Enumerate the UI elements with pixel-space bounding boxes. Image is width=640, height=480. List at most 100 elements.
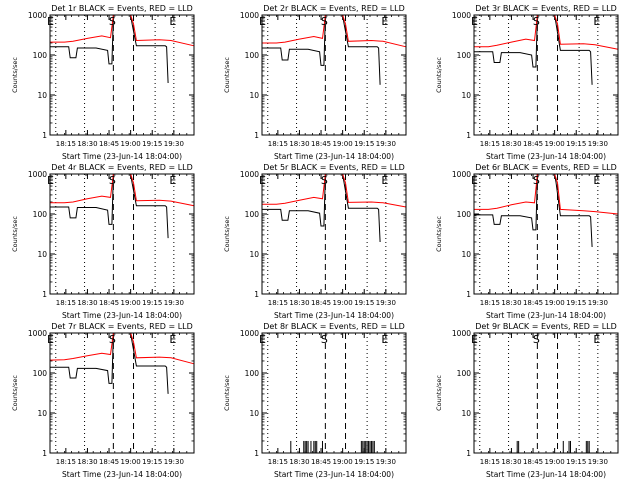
plot-frame	[261, 14, 407, 136]
y-tick-label: 1000	[28, 170, 47, 179]
plot-frame	[49, 14, 195, 136]
y-tick-label: 1000	[452, 170, 471, 179]
x-tick-label: 19:00	[545, 140, 565, 148]
x-tick-label: 18:30	[501, 458, 521, 466]
x-tick-label: 18:30	[501, 140, 521, 148]
x-axis-label: Start Time (23-Jun-14 18:04:00)	[274, 152, 394, 161]
panel-title: Det 4r BLACK = Events, RED = LLD	[51, 163, 193, 172]
x-tick-label: 18:45	[523, 299, 543, 307]
y-tick-label: 10	[461, 91, 471, 100]
panel-title: Det 3r BLACK = Events, RED = LLD	[475, 4, 617, 13]
x-tick-label: 18:30	[77, 299, 97, 307]
x-tick-label: 18:45	[311, 140, 331, 148]
interval-marker-s: S	[533, 15, 540, 28]
plot-frame	[473, 173, 619, 295]
y-axis-label: Counts/sec	[435, 57, 443, 93]
interval-marker-s: S	[109, 333, 116, 346]
x-tick-label: 19:15	[354, 458, 374, 466]
panel-det-7: Det 7r BLACK = Events, RED = LLD Start Ti…	[11, 322, 195, 479]
x-axis-label: Start Time (23-Jun-14 18:04:00)	[274, 470, 394, 479]
panel-title: Det 5r BLACK = Events, RED = LLD	[263, 163, 405, 172]
y-tick-label: 1	[466, 449, 471, 458]
x-tick-label: 19:30	[376, 299, 396, 307]
interval-marker-e: E	[259, 15, 266, 28]
x-tick-label: 18:15	[268, 140, 288, 148]
y-tick-label: 1	[254, 290, 259, 299]
y-tick-label: 1000	[28, 329, 47, 338]
x-tick-label: 18:15	[480, 458, 500, 466]
series-events	[262, 14, 381, 85]
x-tick-label: 19:30	[376, 140, 396, 148]
interval-marker-s: S	[109, 174, 116, 187]
plot-frame	[261, 332, 407, 454]
x-tick-label: 19:30	[588, 140, 608, 148]
y-tick-label: 10	[461, 409, 471, 418]
x-tick-label: 19:00	[545, 458, 565, 466]
x-tick-label: 19:30	[164, 299, 184, 307]
y-axis-label: Counts/sec	[435, 375, 443, 411]
y-tick-label: 10	[249, 91, 259, 100]
x-tick-label: 19:15	[142, 458, 162, 466]
plot-frame	[261, 173, 407, 295]
interval-marker-s: S	[533, 174, 540, 187]
x-axis-label: Start Time (23-Jun-14 18:04:00)	[62, 470, 182, 479]
plot-frame	[49, 332, 195, 454]
y-tick-label: 100	[457, 369, 472, 378]
x-tick-label: 18:30	[289, 299, 309, 307]
interval-marker-e: E	[471, 15, 478, 28]
plot-frame	[473, 14, 619, 136]
x-tick-label: 18:30	[501, 299, 521, 307]
interval-marker-e: E	[47, 333, 54, 346]
interval-marker-e: E	[47, 15, 54, 28]
series-events	[474, 173, 593, 248]
panel-det-1: Det 1r BLACK = Events, RED = LLD Start Ti…	[11, 4, 195, 161]
y-tick-label: 1000	[452, 329, 471, 338]
panel-title: Det 2r BLACK = Events, RED = LLD	[263, 4, 405, 13]
interval-marker-e: E	[259, 174, 266, 187]
interval-marker-e: E	[381, 333, 388, 346]
plot-frame	[49, 173, 195, 295]
panel-det-9: Det 9r BLACK = Events, RED = LLD Start Ti…	[435, 322, 619, 479]
y-axis-label: Counts/sec	[223, 57, 231, 93]
panel-title: Det 8r BLACK = Events, RED = LLD	[263, 322, 405, 331]
interval-marker-e: E	[593, 333, 600, 346]
interval-marker-s: S	[321, 174, 328, 187]
interval-marker-e: E	[593, 15, 600, 28]
panel-det-5: Det 5r BLACK = Events, RED = LLD Start Ti…	[223, 163, 407, 320]
y-tick-label: 100	[245, 210, 260, 219]
y-tick-label: 10	[249, 409, 259, 418]
x-tick-label: 18:15	[480, 299, 500, 307]
y-tick-label: 100	[33, 210, 48, 219]
y-tick-label: 100	[457, 51, 472, 60]
y-tick-label: 1	[42, 131, 47, 140]
x-tick-label: 19:00	[121, 140, 141, 148]
interval-marker-e: E	[471, 333, 478, 346]
x-tick-label: 18:15	[480, 140, 500, 148]
x-tick-label: 18:15	[56, 458, 76, 466]
series-events	[262, 173, 381, 243]
y-tick-label: 1	[42, 290, 47, 299]
panel-det-4: Det 4r BLACK = Events, RED = LLD Start Ti…	[11, 163, 195, 320]
y-tick-label: 1000	[452, 11, 471, 20]
y-tick-label: 10	[37, 409, 47, 418]
y-tick-label: 10	[461, 250, 471, 259]
interval-marker-e: E	[169, 174, 176, 187]
series-events	[50, 14, 169, 84]
x-tick-label: 19:15	[566, 140, 586, 148]
plot-frame	[473, 332, 619, 454]
x-tick-label: 19:30	[588, 299, 608, 307]
x-tick-label: 19:00	[333, 299, 353, 307]
interval-marker-e: E	[169, 333, 176, 346]
x-axis-label: Start Time (23-Jun-14 18:04:00)	[486, 152, 606, 161]
x-tick-label: 19:15	[142, 299, 162, 307]
panel-title: Det 1r BLACK = Events, RED = LLD	[51, 4, 193, 13]
x-tick-label: 18:45	[99, 299, 119, 307]
panel-det-6: Det 6r BLACK = Events, RED = LLD Start Ti…	[435, 163, 619, 320]
y-tick-label: 1000	[240, 329, 259, 338]
y-tick-label: 1	[42, 449, 47, 458]
x-tick-label: 18:15	[268, 458, 288, 466]
x-axis-label: Start Time (23-Jun-14 18:04:00)	[274, 311, 394, 320]
y-tick-label: 1000	[240, 170, 259, 179]
interval-marker-e: E	[471, 174, 478, 187]
